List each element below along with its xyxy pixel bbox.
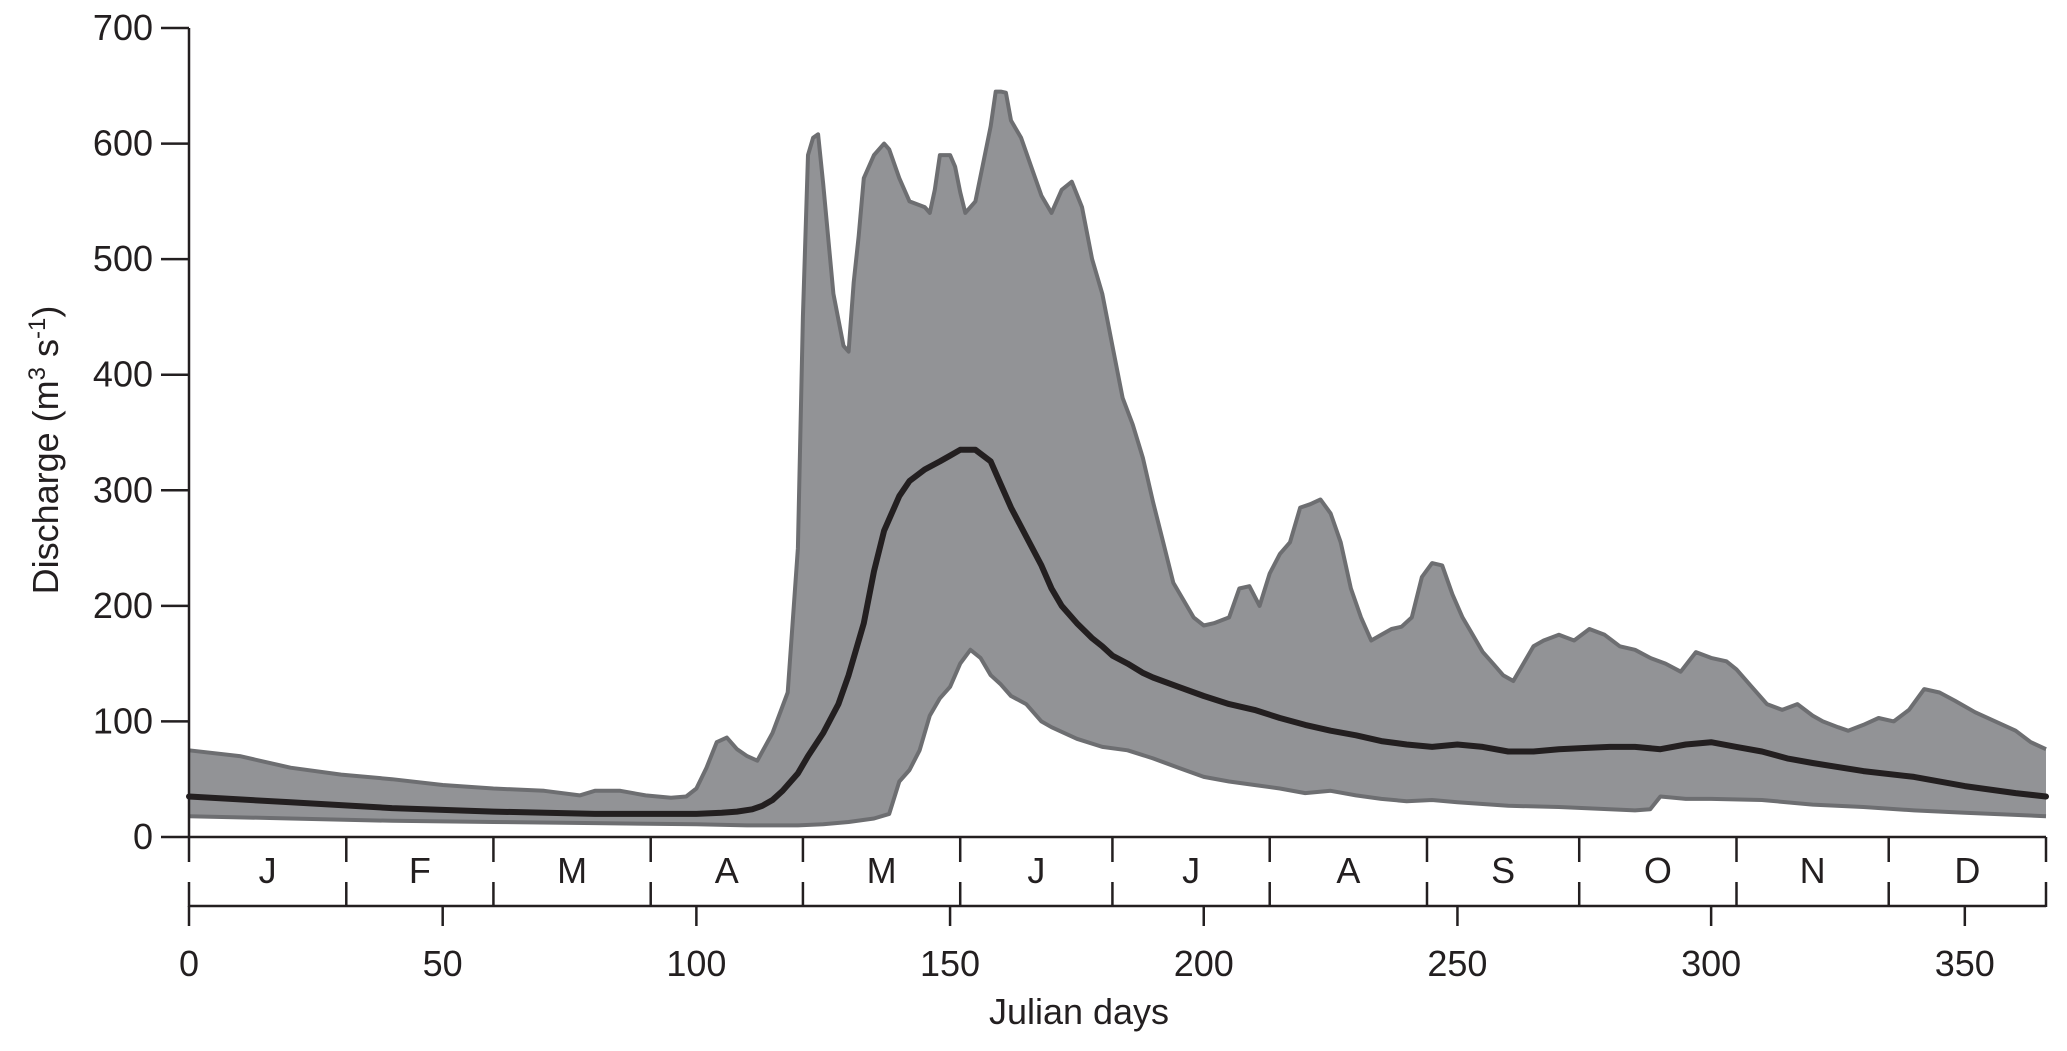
y-axis-title: Discharge (m3 s-1) xyxy=(24,306,67,595)
y-tick-label: 100 xyxy=(93,700,153,741)
y-tick-label: 600 xyxy=(93,123,153,164)
x-tick-label: 0 xyxy=(179,943,199,984)
month-label: A xyxy=(1336,850,1360,891)
x-tick-label: 150 xyxy=(920,943,980,984)
month-label: S xyxy=(1491,850,1515,891)
series-line-maximum xyxy=(188,89,2047,800)
month-label: A xyxy=(715,850,739,891)
y-tick-label: 300 xyxy=(93,469,153,510)
y-axis-title-sup-1: 3 xyxy=(24,367,51,380)
month-label: F xyxy=(409,850,431,891)
x-tick-label: 200 xyxy=(1174,943,1234,984)
x-axis-title: Julian days xyxy=(989,991,1169,1032)
x-tick-label: 100 xyxy=(666,943,726,984)
series-line-layer xyxy=(186,89,2049,828)
axis-label-layer: Julian days Discharge (m3 s-1) xyxy=(24,306,1170,1032)
min-max-band xyxy=(189,91,2046,826)
month-label: J xyxy=(259,850,277,891)
x-tick-label: 50 xyxy=(423,943,463,984)
y-axis-title-sup-2: -1 xyxy=(24,318,51,339)
x-tick-label: 350 xyxy=(1935,943,1995,984)
series-line-minimum xyxy=(188,647,2047,828)
series-line-mean xyxy=(186,446,2049,817)
x-tick-label: 300 xyxy=(1681,943,1741,984)
month-label: J xyxy=(1182,850,1200,891)
month-label: N xyxy=(1800,850,1826,891)
min-max-band-layer xyxy=(189,91,2046,826)
axis-layer: 0 100 200 300 400 500 600 700 J F M A M J J A S O N D 0 50 100… xyxy=(93,7,2048,984)
month-label: M xyxy=(557,850,587,891)
month-label: J xyxy=(1027,850,1045,891)
y-tick-label: 200 xyxy=(93,585,153,626)
y-tick-label: 0 xyxy=(133,816,153,857)
y-tick-label: 500 xyxy=(93,238,153,279)
month-label: D xyxy=(1954,850,1980,891)
y-tick-label: 700 xyxy=(93,7,153,48)
month-label: M xyxy=(867,850,897,891)
x-tick-label: 250 xyxy=(1427,943,1487,984)
y-tick-label: 400 xyxy=(93,354,153,395)
month-label: O xyxy=(1644,850,1672,891)
